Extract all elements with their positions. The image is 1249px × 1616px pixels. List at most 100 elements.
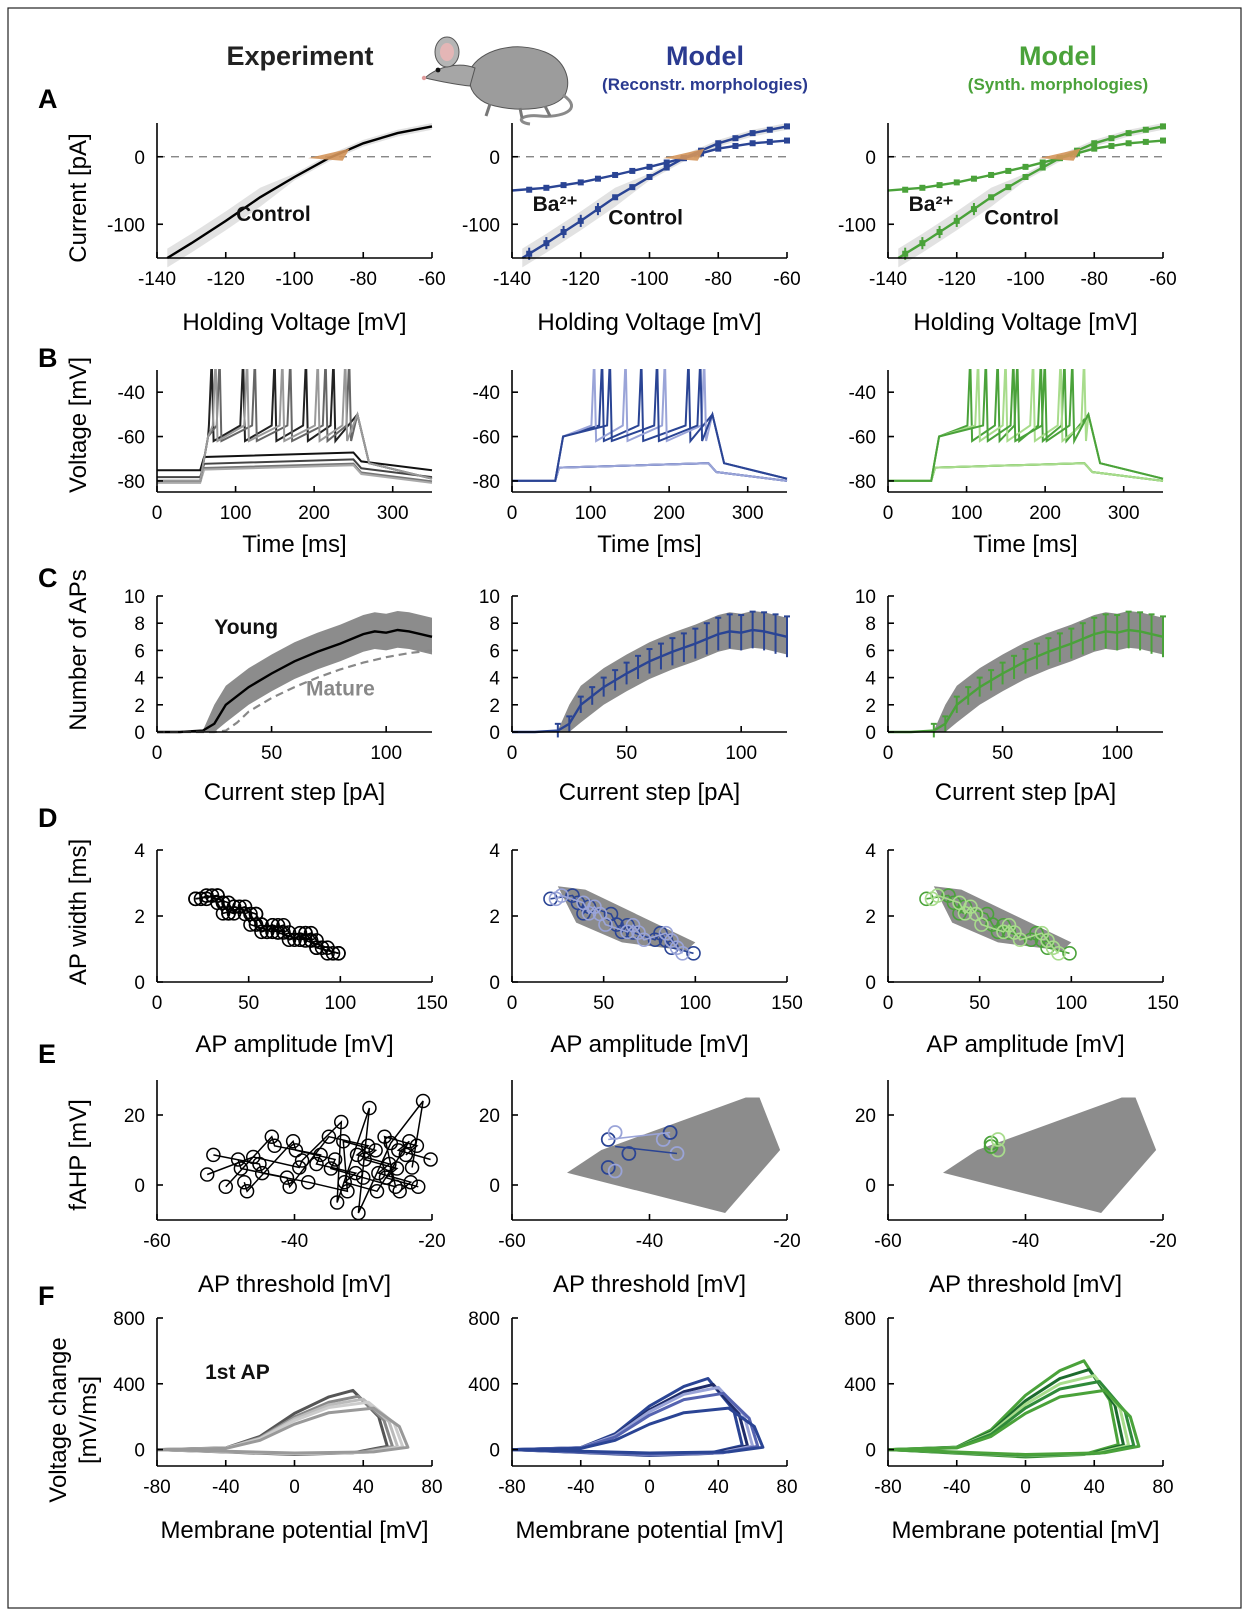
panel-b-exp-x-tick-label: 200 [298,503,330,524]
panel-a-green-x-tick-label: -60 [1149,269,1176,290]
panel-d-green-point [1029,925,1044,941]
panel-d-green-point [1062,945,1077,961]
panel-e-green-y-tick-label: 0 [865,1176,876,1197]
panel-e-exp-x-tick-label: -40 [281,1231,308,1252]
panel-a-blue-x-tick-label: -60 [773,269,800,290]
panel-f-exp-x-tick-label: -80 [143,1477,170,1498]
panel-e-green-x-tick-label: -60 [874,1231,901,1252]
panel-e-exp-y-tick-label: 0 [134,1176,145,1197]
panel-f-blue-y-tick-label: 800 [468,1309,500,1330]
panel-c-exp-young-band [157,611,432,732]
panel-c-blue-y-tick-label: 2 [489,696,500,717]
panel-f-green-y-tick-label: 800 [844,1309,876,1330]
panel-b-exp-x-tick-label: 100 [220,503,252,524]
panel-a-blue-ba-point [784,137,790,144]
panel-e-blue-point [607,1163,623,1179]
row-b-y-axis-label: Voltage [mV] [65,357,92,493]
panel-e-green-band [943,1097,1157,1213]
panel-a-green-ba-point [1091,145,1098,152]
panel-f-green-y-tick-label: 400 [844,1375,876,1396]
row-a-y-axis-label: Current [pA] [65,133,92,262]
panel-e-exp-x-tick-label: -60 [143,1231,170,1252]
panel-e-blue-x-tick-label: -40 [636,1231,663,1252]
panel-b-blue-x-tick-label: 200 [653,503,685,524]
panel-a-blue-wedge [663,148,705,161]
panel-a-green-ba-point [1125,140,1132,147]
panel-a-green-ba-label: Ba²⁺ [909,193,954,216]
panel-d-green-y-tick-label: 2 [865,907,876,928]
panel-d-blue-point [653,925,668,941]
panel-a-blue-ba-point [543,184,550,191]
panel-d-exp-x-tick-label: 50 [238,993,259,1014]
panel-c-green-y-tick-label: 0 [865,723,876,744]
panel-c-young-label: Young [214,616,278,639]
panel-f-blue-x-tick-label: 80 [776,1477,797,1498]
panel-f-exp-x-tick-label: -40 [212,1477,239,1498]
panel-e-green-x-tick-label: -40 [1012,1231,1039,1252]
panel-a-green-ba-point [1022,163,1029,170]
panel-a-blue-ba-point [766,138,773,145]
panel-e-exp-point [392,1184,407,1199]
panel-f-exp-y-tick-label: 0 [134,1441,145,1462]
panel-e-exp-point [282,1179,297,1194]
panel-e-exp-point [362,1100,377,1116]
panel-d-blue-y-tick-label: 0 [489,973,500,994]
panel-a-blue-point [732,135,739,142]
panel-d-exp-x-tick-label: 0 [152,993,163,1014]
panel-e-exp-point [323,1161,339,1176]
panel-a-blue-point [784,123,790,130]
panel-c-green-x-tick-label: 50 [992,743,1013,764]
panel-e-exp-point [252,1156,267,1172]
panel-d-green-point [941,888,956,903]
panel-a-blue-y-tick-label: 0 [489,148,500,169]
panel-b-exp-spiking-trace [157,369,433,482]
panel-a-green-point [988,194,995,201]
panel-f-blue-x-axis-label: Membrane potential [mV] [515,1517,783,1544]
panel-a-blue-point [629,184,636,191]
panel-c-mature-label: Mature [306,677,375,700]
panel-e-exp-x-tick-label: -20 [418,1231,445,1252]
panel-e-green-x-axis-label: AP threshold [mV] [929,1271,1122,1298]
panel-b-green-subthreshold-trace [888,462,1164,482]
panel-d-exp-point [226,899,242,915]
panel-e-exp-trajectory [243,1135,419,1193]
panel-d-exp-point [281,925,297,940]
panel-a-blue-ba-point [612,171,619,178]
panel-f-exp-x-axis-label: Membrane potential [mV] [160,1517,428,1544]
panel-c-exp-y-tick-label: 6 [134,641,145,662]
panel-a-exp: Control -140 -120 -100 -80 -60 0 -100 Holding Vo… [107,123,446,336]
panel-a-green-point [902,250,909,257]
panel-e-green: -60 -40 -20 0 20 AP threshold [mV] [855,1080,1177,1298]
panel-e-exp-point [391,1143,406,1158]
panel-c-exp-x-tick-label: 50 [261,743,282,764]
panel-d-green-x-tick-label: 0 [883,993,894,1014]
panel-a-blue-point [560,229,567,236]
panel-d-green: 0 50 100 150 0 2 4 AP amplitude [mV] [865,841,1178,1058]
panel-e-exp-point [285,1134,301,1149]
header-model-synthetic-sub: (Synth. morphologies) [968,75,1148,94]
panel-a-blue-point [646,174,653,180]
header-model-synthetic: Model [1019,41,1097,71]
panel-d-exp-point [298,925,313,941]
panel-d-blue-point [675,945,690,961]
panel-b-green-x-tick-label: 0 [883,503,894,524]
panel-e-exp-point [369,1184,385,1199]
panel-f-blue-phase-loop [511,1391,760,1456]
panel-d-green-x-tick-label: 50 [969,993,990,1014]
panel-c-exp-mature-line [157,649,433,734]
panel-e-exp-point [368,1143,383,1158]
panel-d-exp-point [237,899,253,915]
panel-b-green: 0 100 200 300 -40 -60 -80 Time [ms] [849,369,1164,558]
panel-c-exp-young-line [157,628,433,734]
panel-a-green-x-axis-label: Holding Voltage [mV] [913,309,1137,336]
panel-c-blue-y-tick-label: 0 [489,723,500,744]
panel-a-exp-x-tick-label: -120 [207,269,245,290]
panel-d-blue: 0 50 100 150 0 2 4 AP amplitude [mV] [489,841,802,1058]
panel-e-exp-point [239,1184,255,1199]
panel-b-green-x-axis-label: Time [ms] [973,531,1077,558]
panel-f-exp-phase-loop [156,1406,410,1455]
panel-f-exp-x-tick-label: 0 [289,1477,300,1498]
panel-e-exp-point [415,1093,431,1109]
